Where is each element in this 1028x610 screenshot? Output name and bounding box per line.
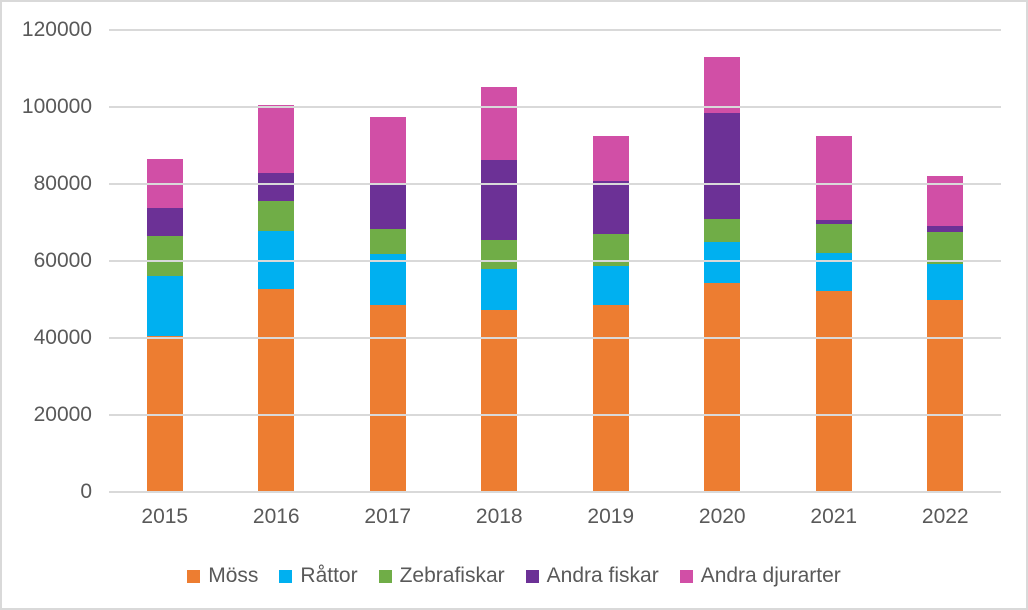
y-tick-label-120000: 120000 xyxy=(21,18,92,41)
legend-label: Råttor xyxy=(300,564,358,587)
y-tick-label-0: 0 xyxy=(80,480,92,503)
bar-segment-andra-fiskar-2017 xyxy=(369,184,406,229)
plot-area xyxy=(109,29,1002,493)
bar-segment-möss-2020 xyxy=(704,282,741,492)
bar-segment-råttor-2019 xyxy=(592,266,629,306)
bar-segment-möss-2022 xyxy=(927,300,964,492)
bar-segment-råttor-2022 xyxy=(927,264,964,301)
legend-item-råttor: Råttor xyxy=(279,563,358,589)
bar-segment-möss-2017 xyxy=(369,305,406,492)
bar-segment-andra-djurarter-2021 xyxy=(815,136,852,221)
bar-2016 xyxy=(258,105,295,492)
x-tick-label-2017: 2017 xyxy=(364,505,412,528)
bar-segment-möss-2019 xyxy=(592,305,629,492)
x-tick-label-2021: 2021 xyxy=(810,505,858,528)
bar-segment-andra-fiskar-2019 xyxy=(592,181,629,234)
bar-segment-zebrafiskar-2022 xyxy=(927,231,964,265)
bar-2021 xyxy=(815,136,852,492)
bar-segment-andra-djurarter-2019 xyxy=(592,135,629,182)
legend-label: Andra djurarter xyxy=(700,564,841,587)
y-tick-label-60000: 60000 xyxy=(33,249,92,272)
x-tick-label-2018: 2018 xyxy=(475,505,523,528)
gridline-y-40000 xyxy=(109,337,1001,339)
legend-item-andra-fiskar: Andra fiskar xyxy=(525,563,659,589)
bar-segment-zebrafiskar-2018 xyxy=(481,240,518,269)
category-slot-2016 xyxy=(221,30,333,492)
bar-segment-andra-fiskar-2018 xyxy=(481,160,518,241)
legend-swatch-icon xyxy=(279,569,293,583)
bar-segment-zebrafiskar-2021 xyxy=(815,223,852,253)
bar-segment-zebrafiskar-2020 xyxy=(704,219,741,242)
bar-segment-andra-fiskar-2020 xyxy=(704,112,741,220)
gridline-y-60000 xyxy=(109,260,1001,262)
bar-2017 xyxy=(369,117,406,492)
gridline-y-20000 xyxy=(109,414,1001,416)
bar-segment-möss-2021 xyxy=(815,291,852,492)
bar-segment-andra-djurarter-2018 xyxy=(481,86,518,161)
legend-label: Zebrafiskar xyxy=(399,564,505,587)
category-slot-2018 xyxy=(444,30,556,492)
bar-segment-råttor-2015 xyxy=(146,276,183,337)
bar-segment-möss-2016 xyxy=(258,288,295,492)
gridline-y-80000 xyxy=(109,183,1001,185)
bar-segment-råttor-2021 xyxy=(815,252,852,292)
bar-segment-andra-djurarter-2017 xyxy=(369,117,406,185)
gridline-y-120000 xyxy=(109,29,1001,31)
bar-segment-andra-fiskar-2021 xyxy=(815,220,852,224)
y-tick-label-40000: 40000 xyxy=(33,326,92,349)
legend-swatch-icon xyxy=(187,569,201,583)
bar-2018 xyxy=(481,86,518,492)
bar-segment-zebrafiskar-2017 xyxy=(369,228,406,254)
category-slot-2017 xyxy=(332,30,444,492)
bar-segment-andra-fiskar-2016 xyxy=(258,172,295,202)
x-tick-label-2015: 2015 xyxy=(141,505,189,528)
bar-segment-zebrafiskar-2016 xyxy=(258,201,295,232)
legend-item-andra-djurarter: Andra djurarter xyxy=(679,563,841,589)
bar-segment-möss-2018 xyxy=(481,309,518,492)
legend-item-zebrafiskar: Zebrafiskar xyxy=(378,563,505,589)
bar-segment-andra-djurarter-2020 xyxy=(704,56,741,113)
x-axis-labels: 2015 2016 2017 2018 2019 2020 2021 2022 xyxy=(109,504,1001,530)
category-slot-2019 xyxy=(555,30,667,492)
category-slot-2022 xyxy=(890,30,1002,492)
bar-segment-zebrafiskar-2015 xyxy=(146,236,183,277)
bar-2019 xyxy=(592,135,629,492)
y-tick-label-20000: 20000 xyxy=(33,403,92,426)
legend-label: Möss xyxy=(208,564,259,587)
x-tick-label-2022: 2022 xyxy=(921,505,969,528)
category-slot-2020 xyxy=(667,30,779,492)
category-slot-2021 xyxy=(778,30,890,492)
bar-2022 xyxy=(927,175,964,492)
legend-swatch-icon xyxy=(525,569,539,583)
bar-segment-andra-fiskar-2022 xyxy=(927,225,964,232)
bar-segment-råttor-2018 xyxy=(481,268,518,310)
bar-2015 xyxy=(146,159,183,492)
bar-segment-råttor-2017 xyxy=(369,253,406,306)
bar-2020 xyxy=(704,56,741,492)
legend: Möss Råttor Zebrafiskar Andra fiskar Andra d… xyxy=(2,563,1026,589)
legend-item-möss: Möss xyxy=(187,563,258,589)
legend-swatch-icon xyxy=(679,569,693,583)
x-tick-label-2019: 2019 xyxy=(587,505,635,528)
bar-segment-andra-djurarter-2016 xyxy=(258,105,295,173)
x-axis-line xyxy=(109,491,1001,493)
bar-segment-råttor-2020 xyxy=(704,241,741,283)
legend-swatch-icon xyxy=(378,569,392,583)
y-tick-label-100000: 100000 xyxy=(21,95,92,118)
gridline-y-100000 xyxy=(109,106,1001,108)
bar-segment-andra-fiskar-2015 xyxy=(146,207,183,236)
y-tick-label-80000: 80000 xyxy=(33,172,92,195)
x-tick-label-2016: 2016 xyxy=(252,505,300,528)
legend-label: Andra fiskar xyxy=(546,564,659,587)
x-tick-label-2020: 2020 xyxy=(698,505,746,528)
